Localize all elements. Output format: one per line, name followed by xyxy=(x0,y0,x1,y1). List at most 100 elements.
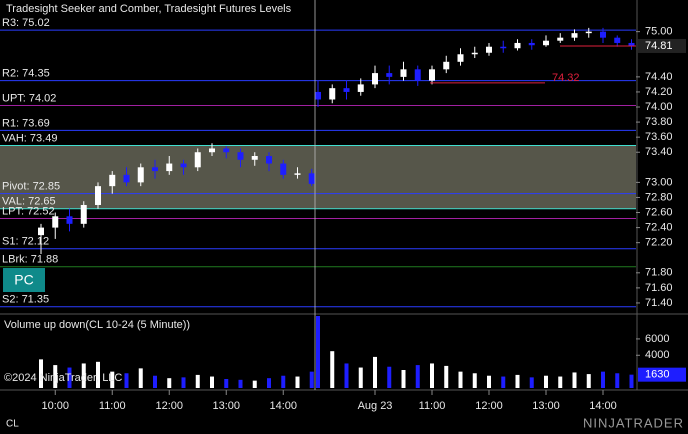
volume-bar xyxy=(67,367,72,388)
last-volume-box xyxy=(638,367,686,382)
candle-body xyxy=(343,88,350,92)
y-tick-label: 71.80 xyxy=(645,267,673,279)
volume-bar xyxy=(487,375,491,388)
y-tick-label: 73.40 xyxy=(645,146,673,158)
y-tick-label: 71.40 xyxy=(645,297,673,309)
copyright: ©2024 NinjaTrader, LLC xyxy=(4,372,122,384)
candle-body xyxy=(571,33,578,38)
volume-bar xyxy=(210,376,214,388)
candle-body xyxy=(80,204,87,224)
level-label: R1: 73.69 xyxy=(2,117,50,129)
candle-body xyxy=(414,69,421,81)
candle-body xyxy=(600,31,606,38)
candle-body xyxy=(266,156,272,164)
candle-body xyxy=(95,186,101,205)
volume-bar xyxy=(224,379,229,388)
y-tick-label: 73.80 xyxy=(645,116,673,128)
volume-bar xyxy=(138,368,143,388)
y-tick-label: 74.00 xyxy=(645,101,673,113)
candle-body xyxy=(486,46,492,53)
candle-body xyxy=(457,54,464,62)
volume-bar xyxy=(330,351,335,388)
x-tick-label: Aug 23 xyxy=(358,400,393,412)
y-tick-label: 74.20 xyxy=(645,86,673,98)
candle-body xyxy=(38,227,44,236)
level-label: UPT: 74.02 xyxy=(2,92,56,104)
candle-body xyxy=(528,42,535,46)
x-tick-label: 11:00 xyxy=(99,400,126,412)
candle-body xyxy=(628,42,635,46)
candle-body xyxy=(429,69,435,81)
grid-layer xyxy=(0,29,636,308)
candle-body xyxy=(543,40,549,46)
last-price-label: 74.81 xyxy=(645,40,673,52)
volume-bar xyxy=(415,365,420,388)
x-tick-label: 14:00 xyxy=(269,400,297,412)
value-area xyxy=(0,145,636,209)
x-tick-label: 14:00 xyxy=(589,400,617,412)
volume-bar xyxy=(529,377,534,388)
y-tick-label: 6000 xyxy=(645,333,669,345)
volume-bar xyxy=(39,359,43,388)
instrument: CL xyxy=(6,419,19,430)
candle-body xyxy=(223,148,230,153)
y-tick-label: 72.60 xyxy=(645,206,673,218)
candle-body xyxy=(514,42,521,49)
candle-body xyxy=(294,173,301,175)
volume-bar xyxy=(81,363,86,388)
volume-bar xyxy=(358,367,363,388)
candle-body xyxy=(372,73,378,85)
level-label: LPT: 72.52 xyxy=(2,205,55,217)
candle-body xyxy=(308,173,315,184)
candle-body xyxy=(180,163,187,168)
x-tick-label: 12:00 xyxy=(155,400,183,412)
volume-bar xyxy=(110,371,115,388)
volume-bar xyxy=(544,375,548,388)
volume-bar xyxy=(515,374,520,388)
candle-body xyxy=(152,167,158,172)
volume-bar xyxy=(458,371,463,388)
volume-bar xyxy=(316,316,320,388)
candle-body xyxy=(109,174,116,187)
y-tick-label: 73.60 xyxy=(645,131,673,143)
level-label: VAL: 72.65 xyxy=(2,196,56,208)
y-tick-label: 71.60 xyxy=(645,282,673,294)
candle-body xyxy=(315,91,321,100)
volume-bar xyxy=(572,372,577,388)
y-tick-label: 4000 xyxy=(645,349,669,361)
volume-bar xyxy=(586,374,591,388)
volume-bar xyxy=(124,373,129,388)
y-tick-label: 72.20 xyxy=(645,237,673,249)
candle-body xyxy=(194,152,201,168)
annotation-label: 74.32 xyxy=(552,72,580,84)
candle-body xyxy=(471,52,478,55)
volume-bar xyxy=(309,371,314,388)
button-label[interactable]: PC xyxy=(14,272,33,288)
candle-body xyxy=(52,216,59,228)
plot-layer xyxy=(38,27,635,388)
volume-bar xyxy=(295,376,300,388)
x-tick-label: 10:00 xyxy=(41,400,69,412)
level-label: S1: 72.12 xyxy=(2,236,49,248)
candle-body xyxy=(500,46,507,49)
volume-bar xyxy=(96,361,100,388)
chart-title: Tradesight Seeker and Comber, Tradesight… xyxy=(6,3,292,15)
button-bg[interactable] xyxy=(3,268,45,292)
volume-bar xyxy=(558,376,563,388)
level-label: VAH: 73.49 xyxy=(2,132,57,144)
volume-bar xyxy=(281,375,286,388)
volume-bar xyxy=(195,374,200,388)
candle-body xyxy=(443,61,450,70)
volume-bar xyxy=(267,378,271,388)
last-volume-label: 1630 xyxy=(645,369,669,381)
volume-bar xyxy=(344,363,349,388)
last-price-box xyxy=(638,38,686,53)
volume-title: Volume up down(CL 10-24 (5 Minute)) xyxy=(4,319,190,331)
y-tick-label: 73.00 xyxy=(645,176,673,188)
pc-button[interactable]: PC xyxy=(3,268,45,292)
level-label: Pivot: 72.85 xyxy=(2,181,60,193)
volume-bar xyxy=(501,376,506,388)
volume-bar xyxy=(181,377,186,388)
